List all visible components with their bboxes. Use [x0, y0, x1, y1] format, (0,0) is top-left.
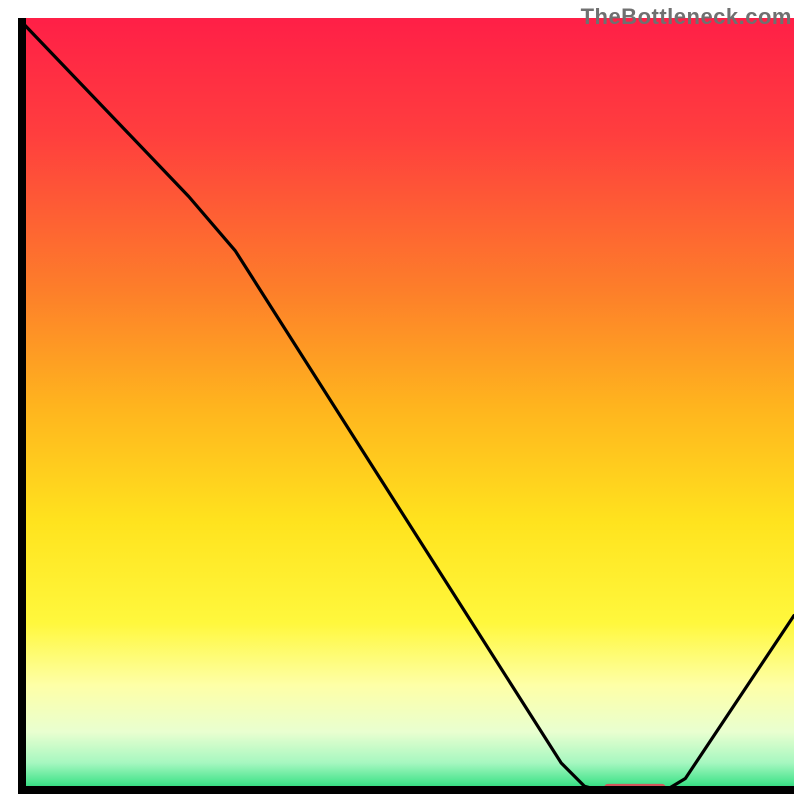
watermark-text: TheBottleneck.com — [581, 4, 792, 30]
plot-area — [18, 18, 794, 794]
bottleneck-chart: TheBottleneck.com — [0, 0, 800, 800]
gradient-background — [18, 18, 794, 794]
plot-svg — [18, 18, 794, 794]
